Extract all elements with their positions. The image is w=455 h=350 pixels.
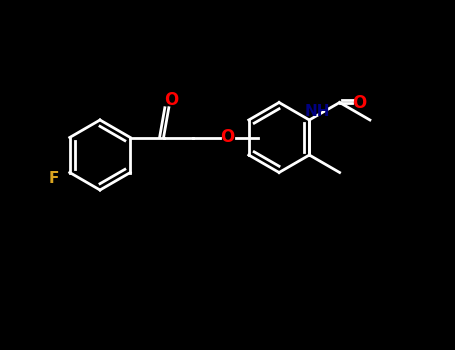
Text: O: O	[353, 93, 367, 112]
Text: F: F	[49, 171, 59, 186]
Text: O: O	[220, 128, 235, 147]
Text: NH: NH	[304, 105, 330, 119]
Text: O: O	[164, 91, 178, 109]
